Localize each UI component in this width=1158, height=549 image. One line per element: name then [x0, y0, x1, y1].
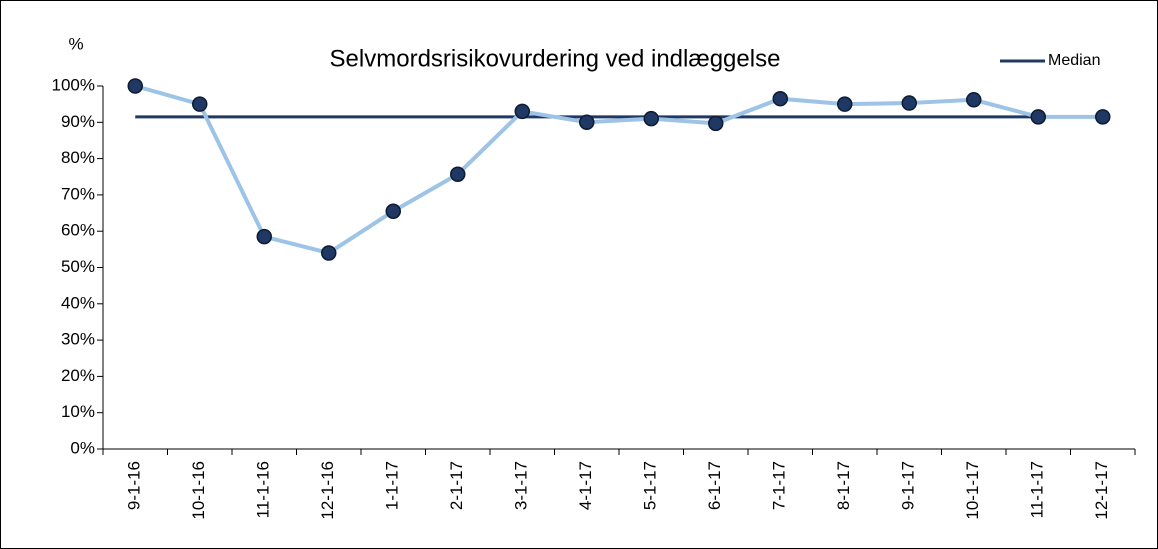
y-tick-label: 90% — [61, 112, 95, 131]
y-tick-label: 50% — [61, 257, 95, 276]
x-tick-label: 1-1-17 — [383, 461, 402, 510]
y-axis-label: % — [68, 34, 83, 53]
x-tick-label: 12-1-16 — [318, 461, 337, 520]
data-point — [127, 78, 143, 94]
x-tick-label: 7-1-17 — [770, 461, 789, 510]
y-tick-label: 30% — [61, 330, 95, 349]
x-tick-label: 8-1-17 — [834, 461, 853, 510]
x-tick-label: 5-1-17 — [641, 461, 660, 510]
x-tick-label: 11-1-17 — [1028, 461, 1047, 518]
x-tick-label: 9-1-17 — [899, 461, 918, 510]
y-tick-label: 40% — [61, 293, 95, 312]
x-tick-label: 10-1-17 — [963, 461, 982, 520]
chart-title: Selvmordsrisikovurdering ved indlæggelse — [330, 45, 781, 72]
y-tick-label: 70% — [61, 184, 95, 203]
y-tick-label: 100% — [52, 75, 95, 94]
data-point — [385, 203, 401, 219]
x-tick-label: 10-1-16 — [189, 461, 208, 520]
data-point — [450, 166, 466, 182]
data-line — [134, 84, 1103, 256]
x-tick-label: 3-1-17 — [512, 461, 531, 510]
data-point — [643, 110, 659, 127]
y-tick-label: 10% — [61, 402, 95, 421]
data-point — [837, 96, 853, 112]
x-tick-label: 4-1-17 — [576, 461, 595, 510]
x-tick-label: 9-1-16 — [125, 461, 144, 510]
legend-label: Median — [1048, 52, 1100, 69]
data-point — [708, 115, 724, 132]
x-tick-label: 6-1-17 — [705, 461, 724, 510]
x-tick-label: 2-1-17 — [447, 461, 466, 510]
data-point — [772, 90, 788, 107]
data-point — [192, 96, 208, 112]
data-point — [901, 95, 917, 111]
data-point — [321, 245, 337, 261]
y-tick-label: 0% — [70, 438, 95, 457]
data-point — [579, 114, 595, 131]
y-tick-label: 80% — [61, 148, 95, 167]
data-point — [1095, 109, 1111, 125]
y-tick-label: 20% — [61, 366, 95, 385]
y-tick-label: 60% — [61, 221, 95, 240]
data-point — [966, 92, 982, 108]
x-tick-label: 12-1-17 — [1092, 461, 1111, 520]
x-tick-label: 11-1-16 — [254, 461, 273, 518]
data-point — [1030, 109, 1046, 125]
data-point — [514, 103, 530, 120]
data-point — [256, 228, 272, 245]
